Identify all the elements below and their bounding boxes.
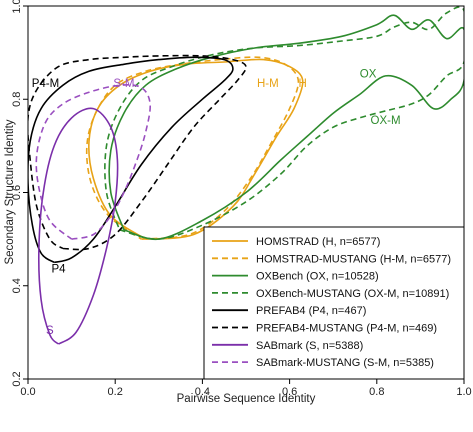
x-tick-label: 0.2: [108, 386, 123, 398]
x-tick-label: 0.4: [195, 386, 210, 398]
curve-label-ox: OX: [360, 69, 377, 81]
legend-label: SABmark (S, n=5388): [256, 340, 363, 352]
x-tick-label: 1.0: [456, 386, 471, 398]
legend-item: SABmark-MUSTANG (S-M, n=5385): [212, 357, 434, 369]
curve-label-ox-m: OX-M: [371, 115, 401, 127]
x-tick-label: 0.8: [369, 386, 384, 398]
legend-item: HOMSTRAD-MUSTANG (H-M, n=6577): [212, 253, 451, 265]
y-axis-ticks: 0.2 0.4 0.6 0.8 1.0: [11, 0, 28, 387]
curve-label-s-m: S-M: [113, 78, 134, 90]
contour-h-m: [85, 56, 300, 240]
contour-s: [38, 107, 119, 345]
x-axis-ticks: 0.0 0.2 0.4 0.6 0.8 1.0: [20, 379, 472, 398]
legend-item: PREFAB4-MUSTANG (P4-M, n=469): [212, 323, 437, 335]
legend-item: OXBench (OX, n=10528): [212, 271, 379, 283]
legend-label: OXBench-MUSTANG (OX-M, n=10891): [256, 288, 449, 300]
contour-series-layer: [28, 6, 464, 345]
curve-label-p4-m: P4-M: [32, 78, 59, 90]
legend-item: OXBench-MUSTANG (OX-M, n=10891): [212, 288, 449, 300]
curve-label-h: H: [299, 78, 307, 90]
x-axis-title: Pairwise Sequence Identity: [177, 393, 316, 405]
y-tick-label: 0.8: [11, 92, 23, 107]
y-tick-label: 1.0: [11, 0, 23, 14]
contour-p4-m: [28, 54, 247, 251]
legend-label: PREFAB4-MUSTANG (P4-M, n=469): [256, 323, 437, 335]
curve-label-h-m: H-M: [257, 78, 279, 90]
legend-item: HOMSTRAD (H, n=6577): [212, 236, 380, 248]
contour-ox: [108, 14, 464, 241]
legend-label: HOMSTRAD (H, n=6577): [256, 236, 380, 248]
contour-ox-m: [104, 6, 464, 240]
contour-labels-layer: H H-M OX OX-M P4 P4-M S S-M: [32, 69, 401, 337]
curve-label-s: S: [46, 325, 54, 337]
legend-label: HOMSTRAD-MUSTANG (H-M, n=6577): [256, 253, 451, 265]
y-axis-title: Secondary Structure Identity: [4, 119, 16, 264]
contour-h: [88, 58, 304, 240]
legend-item: PREFAB4 (P4, n=467): [212, 305, 366, 317]
y-tick-label: 0.6: [11, 185, 23, 200]
legend: HOMSTRAD (H, n=6577) HOMSTRAD-MUSTANG (H-…: [203, 226, 465, 380]
x-tick-label: 0.6: [282, 386, 297, 398]
legend-item: SABmark (S, n=5388): [212, 340, 363, 352]
legend-label: SABmark-MUSTANG (S-M, n=5385): [256, 357, 434, 369]
curve-label-p4: P4: [51, 263, 66, 275]
contour-s-m: [35, 84, 152, 240]
legend-label: PREFAB4 (P4, n=467): [256, 305, 366, 317]
y-tick-label: 0.4: [11, 278, 23, 293]
legend-box: [203, 226, 465, 380]
y-tick-label: 0.2: [11, 371, 23, 386]
x-tick-label: 0.0: [20, 386, 35, 398]
legend-items: HOMSTRAD (H, n=6577) HOMSTRAD-MUSTANG (H-…: [212, 236, 451, 369]
legend-label: OXBench (OX, n=10528): [256, 271, 379, 283]
